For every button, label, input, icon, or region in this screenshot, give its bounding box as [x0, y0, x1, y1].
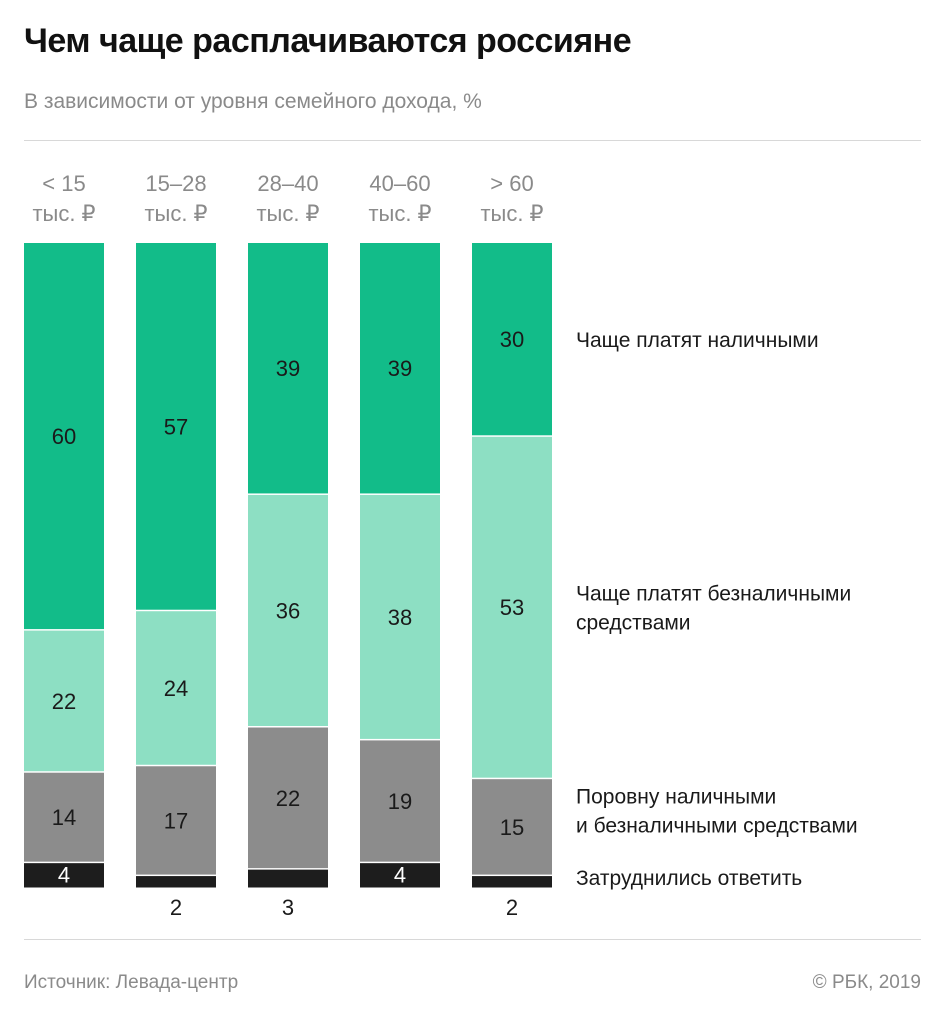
category-label: 40–60 [369, 171, 430, 196]
bar-segment [248, 243, 328, 494]
bar-segment [136, 611, 216, 765]
bottom-divider [24, 939, 921, 940]
legend-label: Поровну наличными [576, 786, 776, 809]
category-label: > 60 [490, 171, 533, 196]
data-label: 17 [164, 808, 188, 833]
legend-label: Затруднились ответить [576, 867, 802, 890]
bar-segment [24, 243, 104, 630]
bar-segment [360, 740, 440, 862]
category-label: 28–40 [257, 171, 318, 196]
data-label: 22 [276, 786, 300, 811]
legend-label: средствами [576, 612, 691, 635]
category-label: тыс. ₽ [256, 201, 319, 226]
bar-segment [360, 243, 440, 494]
chart-title: Чем чаще расплачиваются россияне [24, 22, 632, 60]
data-label: 24 [164, 676, 188, 701]
data-label: 39 [276, 356, 300, 381]
data-label: 60 [52, 424, 76, 449]
bar-segment [136, 876, 216, 888]
data-label: 2 [170, 895, 182, 920]
data-label: 30 [500, 327, 524, 352]
bar-segment [24, 772, 104, 862]
category-label: 15–28 [145, 171, 206, 196]
bar-segment [24, 863, 104, 888]
legend-label: и безналичными средствами [576, 815, 858, 838]
bar-segment [360, 863, 440, 888]
data-label: 15 [500, 815, 524, 840]
data-label: 53 [500, 595, 524, 620]
legend-label: Чаще платят безналичными [576, 583, 851, 606]
data-label: 14 [52, 805, 76, 830]
bar-segment [360, 494, 440, 739]
category-label: тыс. ₽ [480, 201, 543, 226]
bar-segment [472, 243, 552, 436]
legend-label: Чаще платят наличными [576, 329, 819, 352]
category-label: тыс. ₽ [32, 201, 95, 226]
bar-segment [472, 436, 552, 778]
bar-segment [248, 727, 328, 869]
bar-segment [136, 243, 216, 610]
data-label: 3 [282, 895, 294, 920]
category-label: тыс. ₽ [144, 201, 207, 226]
data-label: 38 [388, 605, 412, 630]
bar-segment [248, 869, 328, 888]
category-label: тыс. ₽ [368, 201, 431, 226]
data-label: 2 [506, 895, 518, 920]
bar-segment [248, 494, 328, 726]
top-divider [24, 140, 921, 141]
category-label: < 15 [42, 171, 85, 196]
data-label: 36 [276, 598, 300, 623]
data-label: 19 [388, 789, 412, 814]
bar-segment [136, 766, 216, 875]
data-label: 57 [164, 414, 188, 439]
chart-subtitle: В зависимости от уровня семейного дохода… [24, 90, 482, 113]
data-label: 39 [388, 356, 412, 381]
copyright-note: © РБК, 2019 [812, 972, 921, 993]
data-label: 4 [58, 862, 70, 887]
data-label: 4 [394, 862, 406, 887]
bar-segment [472, 779, 552, 875]
bar-segment [472, 876, 552, 888]
source-note: Источник: Левада-центр [24, 972, 239, 993]
data-label: 22 [52, 689, 76, 714]
bar-segment [24, 630, 104, 772]
